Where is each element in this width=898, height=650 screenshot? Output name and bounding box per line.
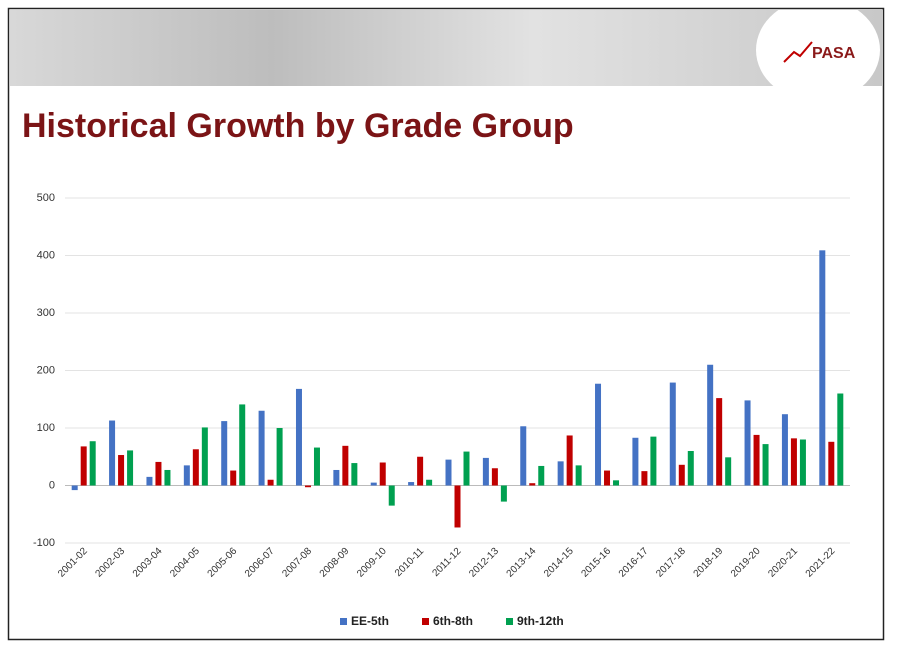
legend-swatch [340,618,347,625]
chart-panel [22,175,868,635]
bar [426,479,433,486]
bar [71,485,78,491]
chart-title: Historical Growth by Grade Group [22,107,574,145]
bar [799,439,806,486]
y-tick-label: 200 [37,364,55,376]
bar [575,465,582,486]
bar [650,436,657,486]
bar [828,441,835,486]
bar [678,464,685,486]
bar [388,485,395,506]
bar [89,441,96,486]
bar [342,445,349,486]
header-band [10,10,882,86]
bar [155,461,162,486]
logo-text: PASA [812,45,856,62]
bar [632,437,639,486]
bar [201,427,208,486]
bar [725,457,732,486]
logo-badge [756,0,880,102]
legend-swatch [422,618,429,625]
bar [557,461,564,486]
legend-label: EE-5th [351,614,389,628]
bar [520,426,527,486]
bar [333,469,340,486]
bar [538,465,545,486]
bar [417,456,424,486]
bar [230,470,237,486]
bar [370,482,377,486]
bar [491,468,498,486]
legend-label: 9th-12th [517,614,564,628]
bar [258,410,265,486]
bar [819,250,826,486]
bar [500,485,507,502]
bar [641,471,648,486]
bar [707,364,714,486]
y-tick-label: 500 [37,192,55,204]
bar [454,485,461,528]
bar [753,434,760,486]
bar [295,388,302,486]
bar [304,485,311,488]
bar [595,383,602,486]
bar [221,421,228,486]
y-tick-label: 0 [49,479,55,491]
bar [529,483,536,486]
bar [351,463,358,486]
bar [463,451,470,486]
bar [239,404,246,486]
bar [566,435,573,486]
bar [267,479,274,486]
bar [118,455,125,486]
bar [80,446,87,486]
bar [762,444,769,486]
y-tick-label: 300 [37,307,55,319]
bar [164,469,171,486]
bar [192,449,199,486]
logo-icon [783,41,813,63]
bar [146,476,153,486]
y-tick-label: 100 [37,422,55,434]
bar [716,398,723,486]
bar [687,451,694,486]
bar [790,438,797,486]
bar [604,470,611,486]
legend-label: 6th-8th [433,614,473,628]
bar [379,462,386,486]
bar [313,447,320,486]
bar [781,414,788,486]
y-tick-label: 400 [37,249,55,261]
bar [183,465,190,486]
bar [482,457,489,486]
bar [744,400,751,486]
slide-border [7,7,885,641]
bar [109,420,116,486]
bar [408,482,415,486]
y-tick-label: -100 [33,537,55,549]
bar [127,450,134,486]
legend-swatch [506,618,513,625]
bar [445,459,452,486]
bar [613,480,620,486]
bar [837,393,844,486]
bar [669,382,676,486]
bar [276,428,283,486]
